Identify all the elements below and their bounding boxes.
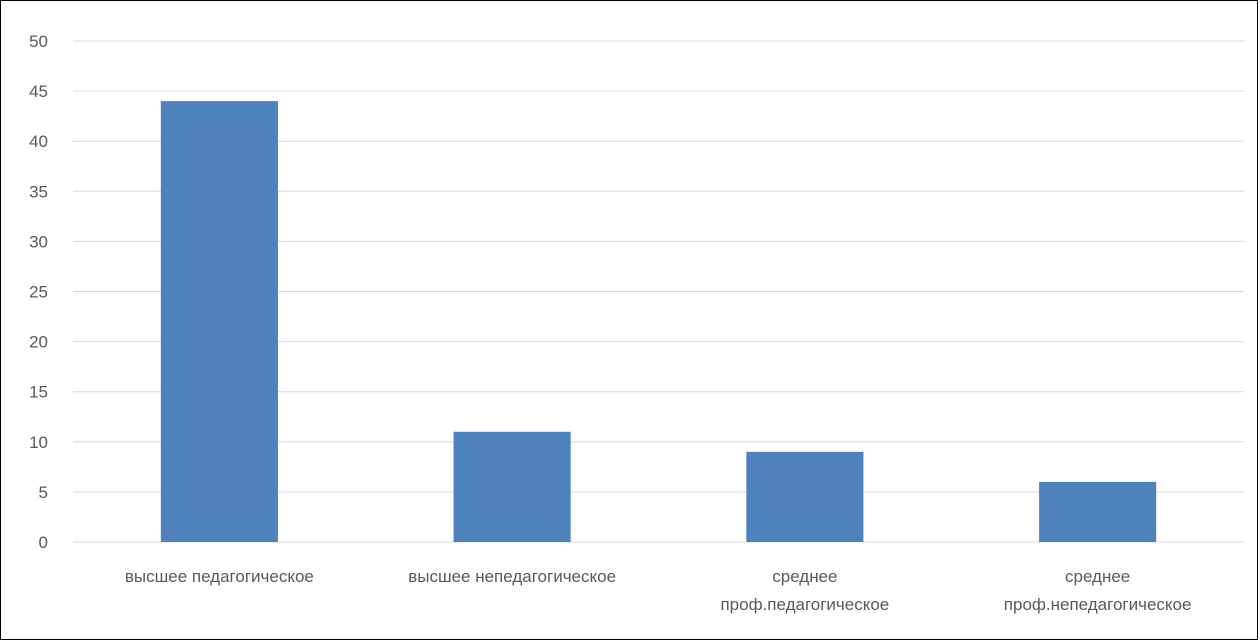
y-tick-label: 15 bbox=[29, 383, 48, 402]
x-category-label-line: высшее педагогическое bbox=[125, 567, 314, 586]
x-category-label-line: проф.непедагогическое bbox=[1004, 595, 1192, 614]
y-tick-label: 35 bbox=[29, 182, 48, 201]
y-tick-label: 40 bbox=[29, 132, 48, 151]
bar bbox=[1039, 481, 1157, 542]
y-tick-label: 0 bbox=[39, 533, 48, 552]
y-tick-label: 25 bbox=[29, 283, 48, 302]
x-category-label: среднее проф.педагогическое bbox=[720, 567, 889, 614]
y-tick-label: 20 bbox=[29, 333, 48, 352]
x-category-label: высшее педагогическое bbox=[125, 567, 314, 586]
bar bbox=[453, 431, 571, 542]
bar bbox=[746, 451, 864, 542]
y-axis-ticks: 0 5 10 15 20 25 30 35 40 45 50 bbox=[29, 32, 48, 552]
y-tick-label: 30 bbox=[29, 232, 48, 251]
bar bbox=[160, 101, 278, 543]
y-tick-label: 45 bbox=[29, 82, 48, 101]
x-category-label: среднее проф.непедагогическое bbox=[1004, 567, 1192, 614]
x-category-label: высшее непедагогическое bbox=[408, 567, 616, 586]
y-tick-label: 50 bbox=[29, 32, 48, 51]
y-tick-label: 10 bbox=[29, 433, 48, 452]
x-axis-categories: высшее педагогическое высшее непедагогиче… bbox=[125, 567, 1192, 614]
x-category-label-line: проф.педагогическое bbox=[720, 595, 889, 614]
x-category-label-line: среднее bbox=[772, 567, 837, 586]
x-category-label-line: среднее bbox=[1065, 567, 1130, 586]
bars bbox=[160, 101, 1157, 543]
y-tick-label: 5 bbox=[39, 483, 48, 502]
x-category-label-line: высшее непедагогическое bbox=[408, 567, 616, 586]
